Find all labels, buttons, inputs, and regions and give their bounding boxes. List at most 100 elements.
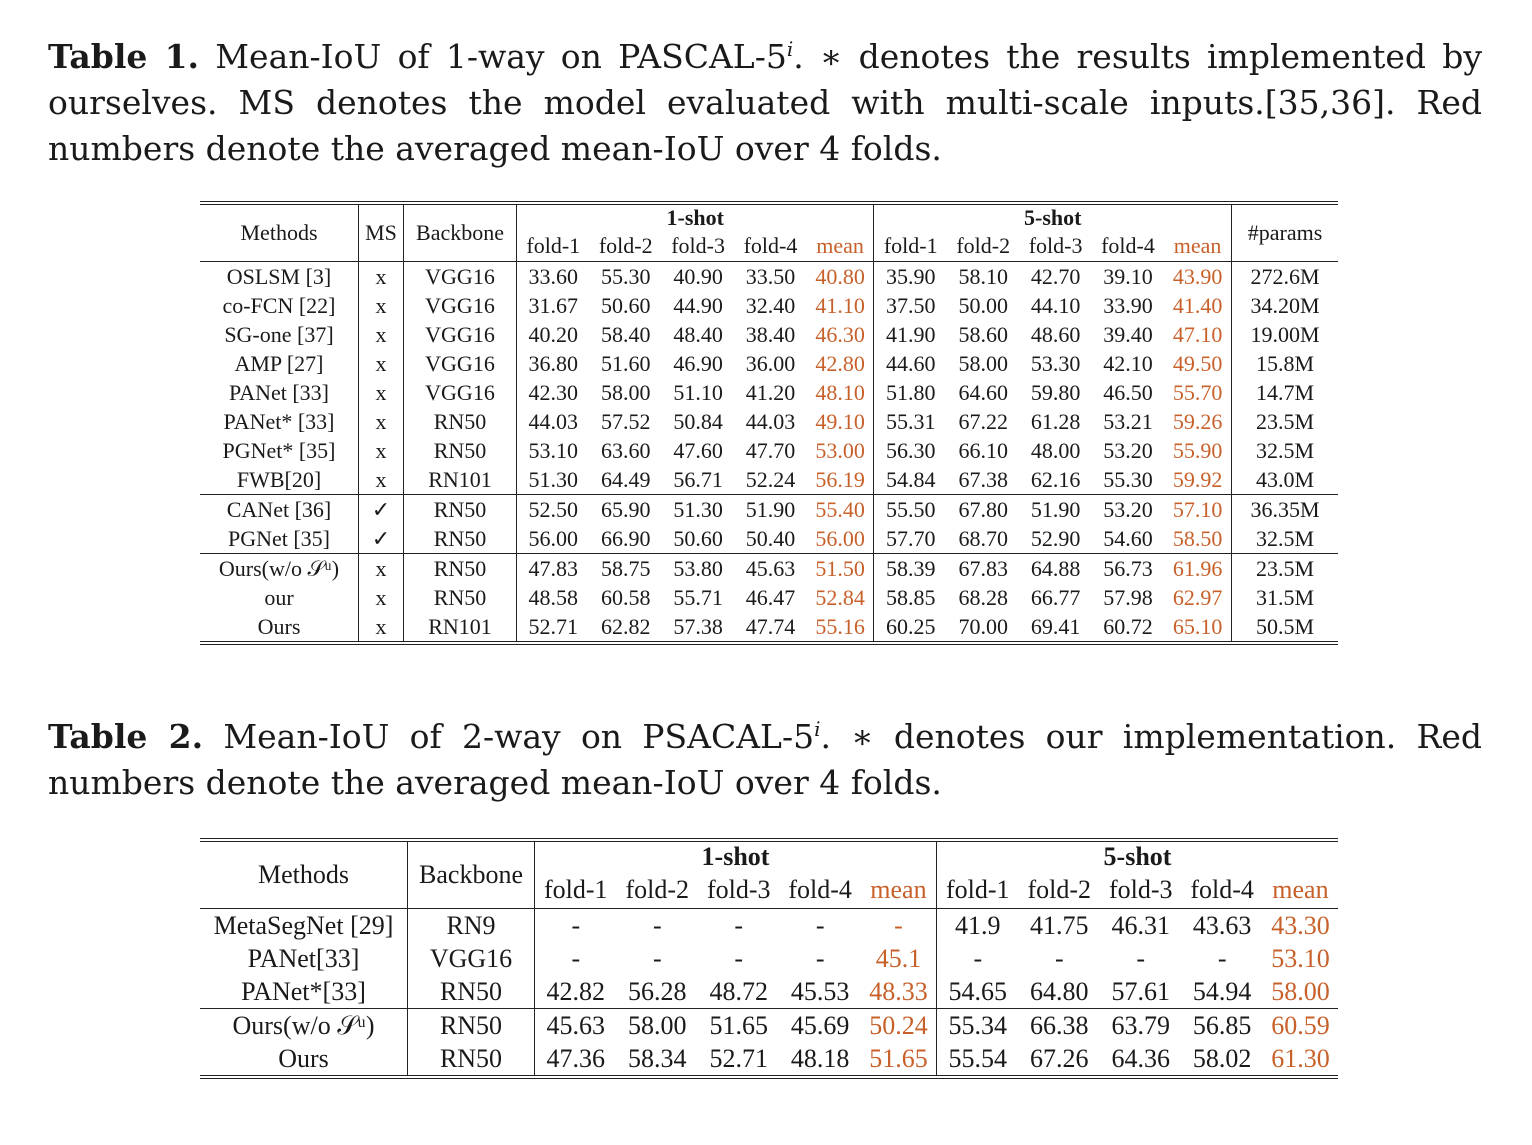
col-five-fold-2: fold-2 xyxy=(956,233,1011,258)
cell-five-0: 55.50 xyxy=(885,497,936,522)
table-row: PANet[33] VGG16 - - - - 45.1 - - - - 53.10 xyxy=(200,942,1338,975)
cell-method: PGNet [35] xyxy=(200,524,359,554)
cell-five-1: 58.10 xyxy=(958,264,1008,289)
cell-one-3: - xyxy=(815,944,825,973)
cell-method: MetaSegNet [29] xyxy=(200,908,408,942)
table-row: CANet [36] ✓ RN50 52.50 65.90 51.30 51.90 55.40… xyxy=(200,494,1338,524)
cell-one-4: 42.80 xyxy=(806,349,875,378)
cell-one-4: 56.00 xyxy=(806,524,875,554)
cell-backbone: VGG16 xyxy=(403,261,517,291)
cell-five-1: 67.26 xyxy=(1030,1044,1089,1073)
cell-method: PGNet* [35] xyxy=(200,436,359,465)
col-one-fold-2: fold-2 xyxy=(598,233,653,258)
cell-five-1: 66.10 xyxy=(958,438,1008,463)
cell-five-1: 67.80 xyxy=(958,497,1008,522)
col-five-mean: mean xyxy=(1272,875,1329,904)
table1-caption: Table 1. Mean-IoU of 1-way on PASCAL-5i.… xyxy=(48,37,1482,168)
cell-one-0: 42.82 xyxy=(546,977,606,1006)
col-five-mean: mean xyxy=(1164,231,1233,262)
cell-five-3: 60.72 xyxy=(1103,614,1153,639)
col-methods: Methods xyxy=(200,203,359,262)
table-row: Ours x RN101 52.71 62.82 57.38 47.74 55.16 60.25… xyxy=(200,612,1338,643)
table-row: Ours(w/o 𝒮ᵘ) RN50 45.63 58.00 51.65 45.69 50.2… xyxy=(200,1008,1338,1042)
cell-backbone: RN50 xyxy=(403,436,517,465)
cell-five-3: 43.63 xyxy=(1192,911,1252,940)
cell-one-4: 52.84 xyxy=(806,583,875,612)
cell-one-2: 50.60 xyxy=(673,526,723,551)
cell-ms: x xyxy=(358,436,404,465)
col-five-fold-3: fold-3 xyxy=(1028,233,1083,258)
cell-one-1: 58.34 xyxy=(628,1044,687,1073)
cell-one-3: 50.40 xyxy=(745,526,796,551)
cell-five-1: 50.00 xyxy=(958,293,1008,318)
cell-five-3: 39.40 xyxy=(1103,322,1153,347)
cell-params: 272.6M xyxy=(1250,264,1320,289)
col-one-fold-3: fold-3 xyxy=(671,233,725,258)
cell-backbone: RN50 xyxy=(403,494,517,524)
cell-five-3: 56.85 xyxy=(1192,1011,1252,1040)
col-one-fold-3: fold-3 xyxy=(706,875,771,904)
cell-backbone: RN50 xyxy=(407,1042,535,1077)
cell-five-4: 59.26 xyxy=(1164,407,1233,436)
cell-one-3: 45.53 xyxy=(790,977,850,1006)
cell-backbone: RN50 xyxy=(403,583,517,612)
cell-five-4: 62.97 xyxy=(1164,583,1233,612)
col-params: #params xyxy=(1247,220,1323,245)
cell-five-4: 55.90 xyxy=(1164,436,1233,465)
cell-five-4: 60.59 xyxy=(1271,1011,1330,1040)
cell-method: our xyxy=(200,583,359,612)
cell-one-1: 58.00 xyxy=(628,1011,687,1040)
cell-method: AMP [27] xyxy=(200,349,359,378)
cell-one-0: 33.60 xyxy=(528,264,579,289)
cell-backbone: RN50 xyxy=(403,553,517,583)
cell-one-0: 52.71 xyxy=(528,614,579,639)
cell-method: PANet* [33] xyxy=(200,407,359,436)
table-row: PANet* [33] x RN50 44.03 57.52 50.84 44.03 49.1… xyxy=(200,407,1338,436)
col-five-fold-4: fold-4 xyxy=(1190,875,1254,904)
cell-params: 34.20M xyxy=(1250,293,1320,318)
cell-five-3: 39.10 xyxy=(1103,264,1153,289)
cell-five-4: 41.40 xyxy=(1164,291,1233,320)
cell-one-2: 46.90 xyxy=(673,351,723,376)
group-1-shot: 1-shot xyxy=(516,203,875,231)
group-5-shot: 5-shot xyxy=(1103,842,1172,871)
cell-five-2: 64.88 xyxy=(1030,556,1081,581)
col-five-fold-2: fold-2 xyxy=(1027,875,1092,904)
cell-one-1: 65.90 xyxy=(600,497,651,522)
table-row: PANet*[33] RN50 42.82 56.28 48.72 45.53 48.33 5… xyxy=(200,975,1338,1009)
cell-five-0: 44.60 xyxy=(885,351,936,376)
cell-five-1: 68.70 xyxy=(958,526,1008,551)
cell-backbone: RN9 xyxy=(407,908,535,942)
cell-one-4: 53.00 xyxy=(806,436,875,465)
cell-one-3: 33.50 xyxy=(745,264,796,289)
cell-ms: x xyxy=(358,407,404,436)
table-row: PGNet* [35] x RN50 53.10 63.60 47.60 47.70 53.0… xyxy=(200,436,1338,465)
cell-ms: x xyxy=(358,378,404,407)
cell-one-1: 58.00 xyxy=(600,380,651,405)
cell-five-1: 67.38 xyxy=(958,467,1008,492)
cell-one-4: 51.65 xyxy=(860,1042,937,1077)
cell-one-3: 38.40 xyxy=(745,322,796,347)
cell-five-4: 49.50 xyxy=(1164,349,1233,378)
cell-five-4: 43.90 xyxy=(1164,261,1233,291)
cell-method: co-FCN [22] xyxy=(200,291,359,320)
cell-five-2: 44.10 xyxy=(1030,293,1081,318)
table1: Methods MS Backbone 1-shot 5-shot #param… xyxy=(200,201,1338,645)
cell-ms: x xyxy=(358,553,404,583)
cell-five-2: 51.90 xyxy=(1030,497,1081,522)
cell-method: FWB[20] xyxy=(200,465,359,495)
cell-five-2: 46.31 xyxy=(1111,911,1170,940)
cell-five-3: 53.21 xyxy=(1103,409,1153,434)
cell-five-2: 53.30 xyxy=(1030,351,1081,376)
cell-one-0: - xyxy=(571,911,581,940)
cell-five-2: 57.61 xyxy=(1111,977,1170,1006)
col-ms: MS xyxy=(358,203,404,262)
cell-one-0: 48.58 xyxy=(528,585,579,610)
cell-five-2: 52.90 xyxy=(1030,526,1081,551)
cell-five-1: 68.28 xyxy=(958,585,1008,610)
cell-five-0: 54.84 xyxy=(885,467,936,492)
cell-params: 14.7M xyxy=(1255,380,1315,405)
cell-one-1: - xyxy=(652,944,662,973)
cell-one-0: 56.00 xyxy=(528,526,579,551)
cell-five-0: 55.54 xyxy=(948,1044,1008,1073)
